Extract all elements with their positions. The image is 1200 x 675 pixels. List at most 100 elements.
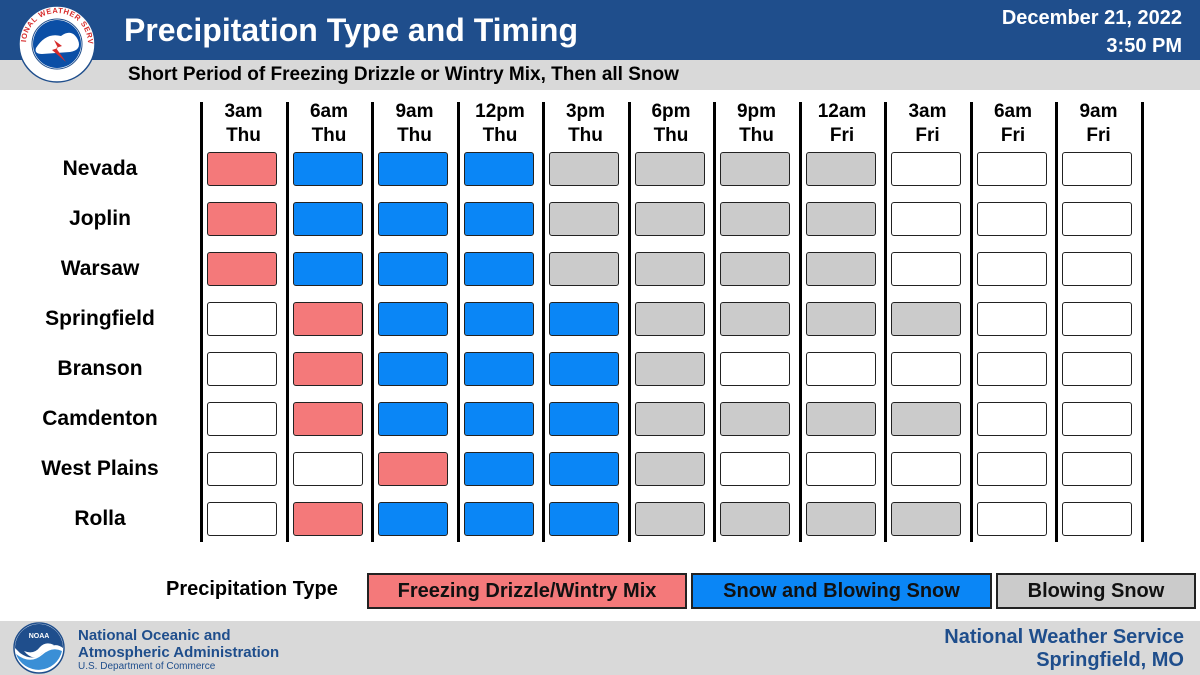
grid-cell	[720, 302, 790, 336]
grid-cell	[634, 252, 705, 286]
grid-cell	[720, 202, 790, 236]
column-divider	[627, 102, 631, 542]
row-label-location: Rolla	[74, 507, 126, 530]
grid-cell	[976, 352, 1047, 386]
grid-cell	[720, 352, 790, 386]
grid-cell	[634, 452, 705, 486]
grid-cell	[1062, 302, 1132, 336]
column-header-time: 3am	[224, 101, 263, 122]
footer-bar: NOAA National Oceanic and Atmospheric Ad…	[0, 621, 1200, 675]
grid-cell	[805, 152, 876, 186]
column-divider	[798, 102, 802, 542]
grid-cell	[463, 502, 534, 536]
column-divider	[371, 102, 374, 542]
noaa-logo-icon: NOAA	[13, 622, 65, 674]
grid-cell	[463, 452, 534, 486]
grid-cell	[207, 252, 277, 286]
grid-cell	[976, 402, 1047, 436]
column-header-time: 9pm	[736, 101, 777, 122]
grid-cell	[1062, 202, 1132, 236]
column-divider	[542, 102, 545, 542]
column-header-time: 3am	[908, 101, 947, 122]
column-header-day: Fri	[915, 125, 940, 146]
grid-cell	[891, 302, 961, 336]
column-header-time: 6am	[993, 101, 1033, 122]
column-header: 3am Thu	[201, 100, 286, 148]
grid-cell	[805, 302, 876, 336]
grid-cell	[292, 252, 363, 286]
nws-office-line2: Springfield, MO	[1036, 649, 1184, 671]
column-header: 12am Fri	[800, 100, 885, 148]
grid-cell	[805, 502, 876, 536]
grid-cell	[891, 152, 961, 186]
nws-office-line1: National Weather Service	[944, 626, 1184, 648]
column-header-day: Thu	[226, 125, 261, 146]
column-divider	[884, 102, 887, 542]
row-label-location: Camdenton	[42, 407, 158, 430]
grid-cell	[207, 202, 277, 236]
grid-cell	[463, 402, 534, 436]
column-header-time: 12pm	[475, 101, 525, 122]
noaa-name: National Oceanic and Atmospheric Adminis…	[78, 627, 279, 661]
grid-cell	[463, 252, 534, 286]
grid-cell	[976, 452, 1047, 486]
column-header: 6am Fri	[971, 100, 1056, 148]
nws-office: National Weather Service Springfield, MO	[944, 626, 1184, 672]
grid-cell	[634, 352, 705, 386]
grid-cell	[549, 152, 619, 186]
column-header: 12pm Thu	[458, 100, 543, 148]
column-header-day: Thu	[311, 125, 347, 146]
grid-cell	[976, 502, 1047, 536]
issue-date: December 21, 2022	[1001, 7, 1182, 29]
column-header-day: Thu	[653, 125, 689, 146]
grid-cell	[292, 502, 363, 536]
grid-cell	[378, 352, 448, 386]
grid-cell	[1062, 452, 1132, 486]
grid-cell	[634, 152, 705, 186]
column-header: 6am Thu	[287, 100, 372, 148]
column-header: 9am Thu	[372, 100, 457, 148]
grid-cell	[891, 402, 961, 436]
grid-cell	[1062, 152, 1132, 186]
column-header-time: 6am	[309, 101, 349, 122]
legend-freezing-drizzle: Freezing Drizzle/Wintry Mix	[367, 573, 687, 609]
grid-cell	[549, 252, 619, 286]
grid-cell	[463, 202, 534, 236]
grid-cell	[634, 402, 705, 436]
legend-snow-blowing-snow: Snow and Blowing Snow	[691, 573, 992, 609]
issue-datetime: December 21, 2022 3:50 PM	[1002, 4, 1182, 60]
grid-cell	[891, 502, 961, 536]
noaa-department: U.S. Department of Commerce	[78, 661, 216, 672]
column-divider	[1055, 102, 1058, 542]
column-header-day: Thu	[739, 125, 774, 146]
column-header-time: 3pm	[565, 101, 606, 122]
column-header-day: Fri	[1000, 125, 1026, 146]
grid-cell	[378, 402, 448, 436]
grid-cell	[1062, 252, 1132, 286]
header-bar: Precipitation Type and Timing December 2…	[0, 0, 1200, 60]
column-header: 9am Fri	[1056, 100, 1141, 148]
grid-cell	[378, 202, 448, 236]
row-label-location: Joplin	[69, 207, 131, 230]
column-header-day: Thu	[482, 125, 518, 146]
column-header-day: Thu	[397, 125, 432, 146]
grid-cell	[634, 502, 705, 536]
grid-cell	[549, 352, 619, 386]
column-header-time: 12am	[817, 101, 867, 122]
column-divider	[200, 102, 203, 542]
grid-cell	[805, 352, 876, 386]
grid-cell	[549, 302, 619, 336]
grid-cell	[976, 202, 1047, 236]
grid-cell	[463, 352, 534, 386]
column-header: 6pm Thu	[629, 100, 714, 148]
column-header: 9pm Thu	[714, 100, 799, 148]
grid-cell	[207, 502, 277, 536]
row-label-location: Springfield	[45, 307, 155, 330]
nws-logo-icon: NATIONAL WEATHER SERVICE	[6, 4, 96, 83]
grid-cell	[805, 402, 876, 436]
grid-cell	[378, 452, 448, 486]
grid-cell	[976, 302, 1047, 336]
noaa-logo-text: NOAA	[29, 633, 50, 640]
grid-cell	[292, 152, 363, 186]
grid-cell	[463, 302, 534, 336]
